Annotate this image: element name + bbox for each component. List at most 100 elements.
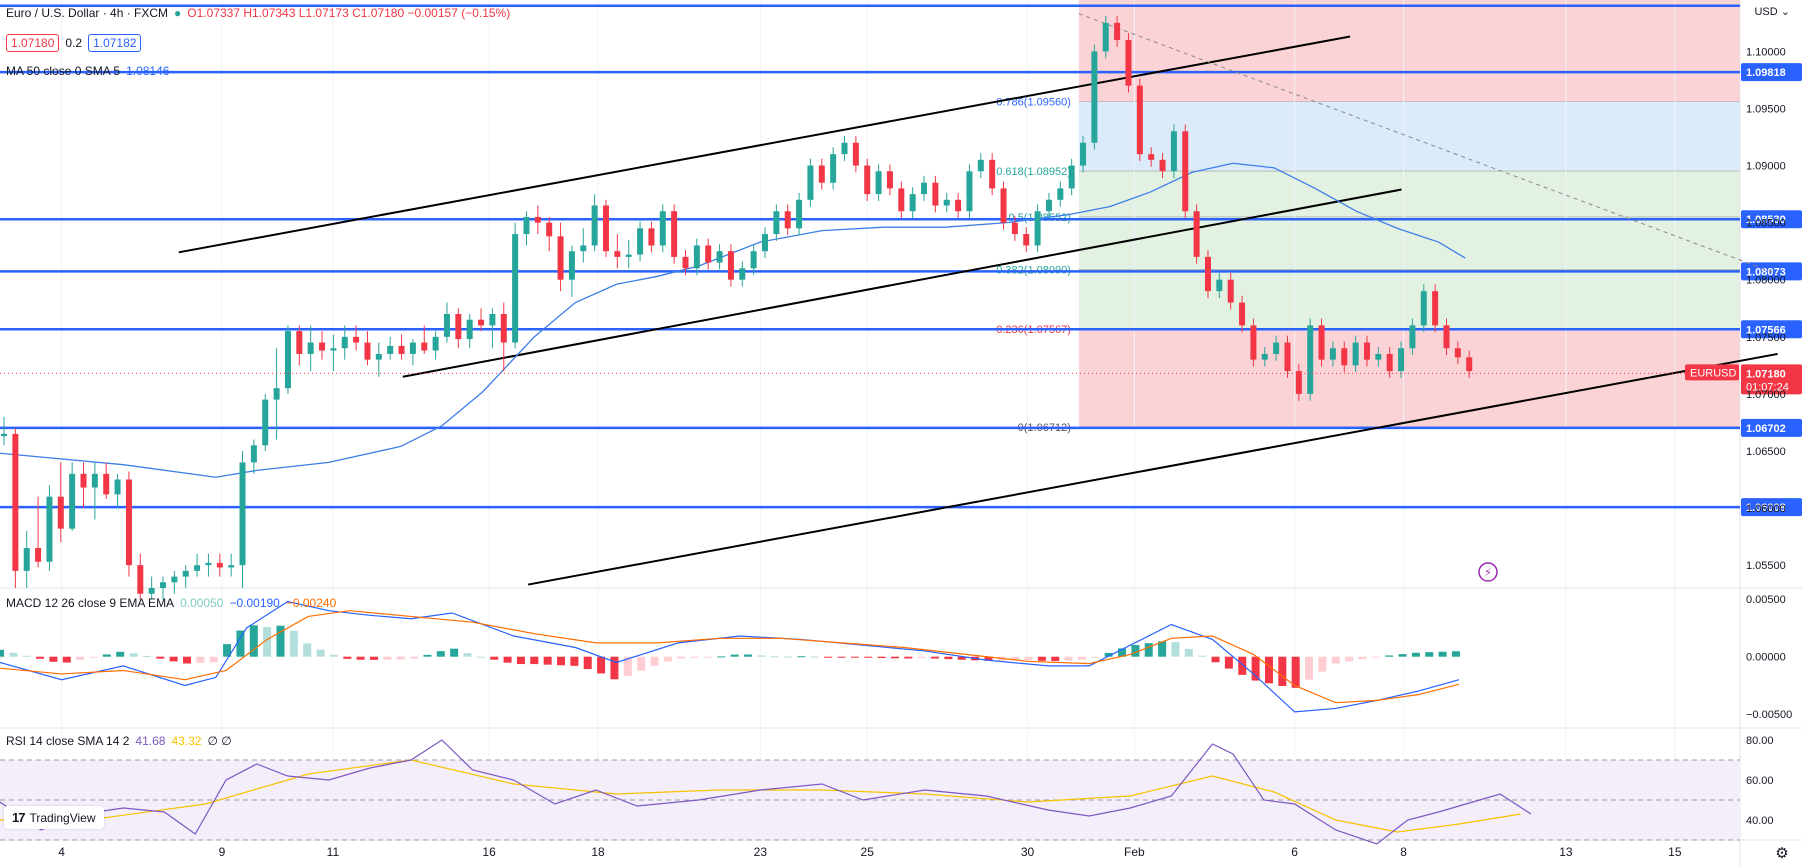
sell-button[interactable]: 1.07180 (6, 34, 60, 52)
macd-histogram-bar (1211, 656, 1220, 663)
macd-histogram-bar (316, 649, 325, 657)
time-tick-8: Feb (1124, 845, 1145, 859)
candle-body (898, 188, 905, 212)
macd-histogram-bar (623, 656, 632, 676)
macd-histogram-bar (690, 656, 699, 658)
price-tick-8: 1.06000 (1746, 503, 1786, 515)
candle-body (1045, 199, 1052, 212)
candle-body (921, 182, 928, 195)
level-price-tag-1 (1741, 63, 1802, 82)
candle-body (478, 319, 485, 326)
macd-histogram-bar (129, 653, 138, 657)
macd-histogram-bar (1118, 648, 1127, 657)
candle-body (375, 353, 382, 360)
candle-body (705, 245, 712, 263)
candle-body (364, 342, 371, 360)
candle-body (1193, 211, 1200, 257)
gear-icon[interactable]: ⚙ (1775, 845, 1788, 862)
macd-histogram-bar (1011, 656, 1020, 661)
candle-body (1182, 131, 1189, 212)
price-tick-7: 1.06500 (1746, 446, 1786, 458)
candle-body (341, 336, 348, 349)
macd-histogram-bar (717, 656, 726, 658)
fib-zone-2 (1078, 171, 1740, 330)
candle-body (148, 588, 155, 594)
candle-body (91, 473, 98, 488)
candle-body (1454, 348, 1461, 358)
time-tick-6: 25 (861, 845, 875, 859)
candle-body (750, 251, 757, 269)
ma-label[interactable]: MA 50 close 0 SMA 5 (6, 64, 121, 78)
price-tick-0: 1.10000 (1746, 46, 1786, 58)
candle-body (852, 142, 859, 166)
macd-histogram-bar (650, 656, 659, 666)
candle-body (205, 562, 212, 566)
macd-histogram-bar (637, 656, 646, 671)
candle-body (80, 473, 87, 488)
macd-tick-0: 0.00500 (1746, 594, 1786, 606)
level-price-label-2: 1.08530 (1746, 214, 1786, 226)
candle-body (1239, 302, 1246, 326)
candle-body (1432, 291, 1439, 326)
macd-label[interactable]: MACD 12 26 close 9 EMA EMA (6, 596, 175, 610)
candle-body (353, 336, 360, 343)
candle-body (1363, 342, 1370, 360)
candle-body (989, 159, 996, 189)
time-tick-12: 15 (1668, 845, 1682, 859)
candle-body (523, 216, 530, 235)
candle-body (1284, 342, 1291, 372)
macd-histogram-bar (450, 648, 459, 657)
candle-body (1102, 22, 1109, 52)
rsi-label[interactable]: RSI 14 close SMA 14 2 (6, 734, 130, 748)
buy-button[interactable]: 1.07182 (88, 34, 142, 52)
macd-histogram-bar (1438, 651, 1447, 657)
macd-signal-line (0, 610, 1460, 704)
macd-histogram-bar (1224, 656, 1233, 669)
fib-label-0: 0.786(1.09560) (996, 97, 1071, 109)
macd-histogram-bar (1184, 648, 1193, 657)
macd-histogram-bar (142, 655, 151, 657)
candle-body (739, 268, 746, 280)
price-tick-5: 1.07500 (1746, 332, 1786, 344)
macd-histogram-bar (89, 656, 98, 658)
macd-value: −0.00190 (229, 596, 280, 610)
trendline-2 (527, 352, 1778, 586)
macd-histogram-bar (223, 644, 232, 657)
candle-body (46, 496, 53, 562)
candle-body (534, 216, 541, 223)
market-status-icon: ● (174, 6, 182, 20)
level-price-label-3: 1.08073 (1746, 266, 1786, 278)
level-price-label-4: 1.07566 (1746, 324, 1786, 336)
candle-body (250, 445, 257, 463)
time-tick-9: 6 (1291, 845, 1298, 859)
candle-body (807, 165, 814, 200)
candle-body (262, 399, 269, 446)
macd-histogram-bar (1171, 642, 1180, 657)
candle-body (421, 342, 428, 351)
macd-histogram-bar (1398, 654, 1407, 657)
macd-histogram-bar (1371, 656, 1380, 658)
level-price-tag-2 (1741, 210, 1802, 229)
tradingview-logo[interactable]: 17 TradingView (4, 806, 104, 829)
macd-histogram-bar (610, 656, 619, 680)
macd-histogram-bar (1425, 652, 1434, 657)
candle-body (1057, 188, 1064, 200)
macd-histogram-bar (837, 656, 846, 658)
macd-histogram-bar (516, 656, 525, 665)
macd-histogram-bar (730, 654, 739, 657)
currency-button[interactable]: USD ⌄ (1750, 4, 1794, 19)
macd-histogram-bar (1091, 656, 1100, 658)
macd-hist-value: 0.00050 (180, 596, 224, 610)
rsi-line (0, 739, 1532, 845)
symbol-title[interactable]: Euro / U.S. Dollar · 4h · FXCM (6, 6, 169, 20)
candle-body (466, 319, 473, 340)
time-tick-10: 8 (1400, 845, 1407, 859)
candle-body (1114, 22, 1121, 40)
last-price-label: 1.07180 (1746, 368, 1786, 380)
candle-body (307, 342, 314, 354)
macd-legend: MACD 12 26 close 9 EMA EMA 0.00050 −0.00… (6, 596, 336, 610)
candle-body (1420, 291, 1427, 326)
candle-body (1, 433, 7, 437)
candle-body (841, 142, 848, 155)
